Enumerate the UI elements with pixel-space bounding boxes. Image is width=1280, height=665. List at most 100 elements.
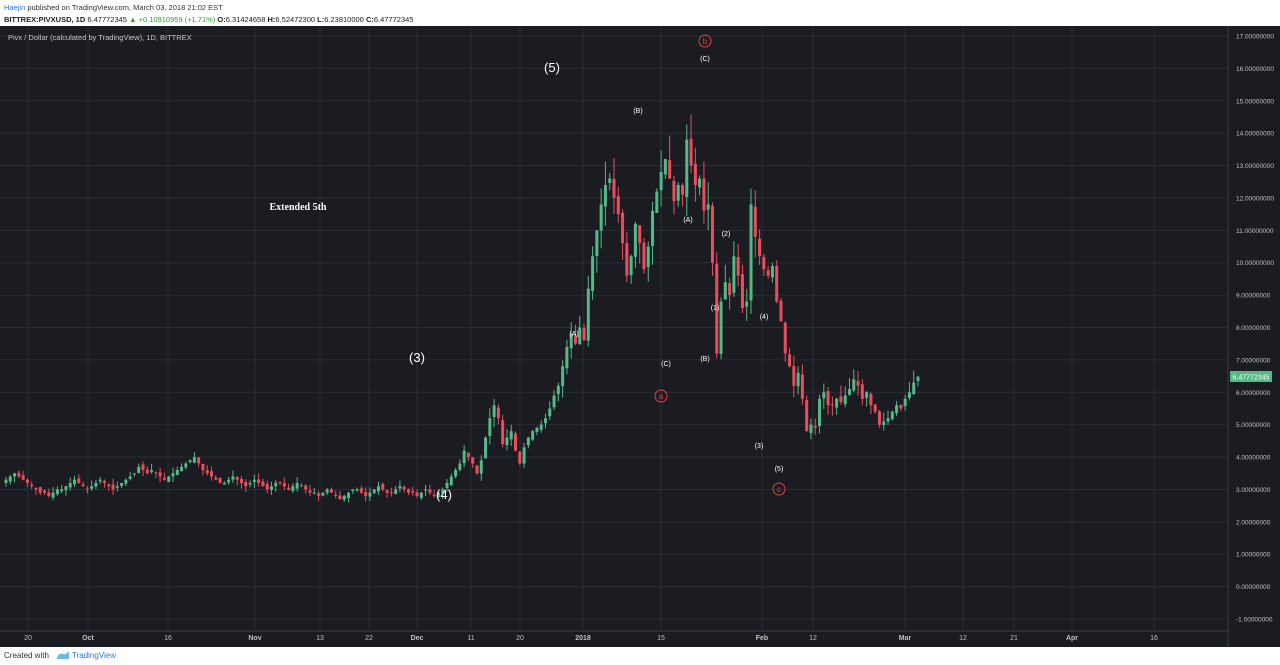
symbol-label: BITTREX:PIVXUSD, 1D [4, 15, 86, 24]
candle-body [394, 489, 398, 494]
candle-body [561, 366, 565, 387]
candle-body [839, 396, 843, 402]
candle-body [796, 372, 800, 387]
candle-body [826, 391, 830, 406]
price-tick-label: 11.00000000 [1236, 228, 1274, 235]
price-chart[interactable]: 17.00000000 16.00000000 15.00000000 14.0000… [0, 26, 1280, 647]
candle-body [728, 283, 732, 296]
candle-body [899, 404, 903, 409]
time-tick-label: 22 [365, 635, 373, 642]
candle-body [800, 374, 804, 399]
candle-body [689, 138, 693, 166]
grid-lines [0, 26, 1228, 631]
open-label: O: [217, 15, 226, 24]
candle-body [599, 204, 603, 231]
candle-body [180, 466, 184, 472]
candle-body [458, 463, 462, 470]
candle-body [642, 242, 646, 270]
wave-label: (1) [711, 305, 720, 312]
publish-info: Haejin published on TradingView.com, Mar… [4, 2, 223, 14]
candle-body [265, 483, 269, 490]
candle-body [295, 482, 299, 489]
author-link[interactable]: Haejin [4, 3, 26, 12]
candle-body [107, 484, 111, 487]
high-value: 6.52472300 [275, 15, 316, 24]
time-tick-label: 2018 [575, 635, 591, 642]
price-tick-label: 4.00000000 [1236, 455, 1271, 462]
open-value: 6.31424658 [225, 15, 266, 24]
candle-body [505, 437, 509, 446]
candle-body [788, 354, 792, 367]
candle-body [591, 256, 595, 291]
wave-label: (C) [700, 56, 710, 63]
candle-body [629, 256, 633, 276]
candle-body [51, 492, 55, 498]
candle-body [47, 492, 51, 496]
candle-body [663, 159, 667, 175]
candle-body [90, 486, 94, 489]
candle-body [4, 479, 8, 483]
candle-body [715, 263, 719, 354]
time-tick-label: 13 [316, 635, 324, 642]
candle-body [886, 418, 890, 422]
candle-body [466, 452, 470, 458]
candle-body [278, 481, 282, 483]
chart-pane[interactable]: 17.00000000 16.00000000 15.00000000 14.0000… [0, 26, 1280, 647]
price-tick-label: 10.00000000 [1236, 260, 1274, 267]
candle-body [758, 238, 762, 257]
candle-body [239, 478, 243, 483]
candle-body [681, 185, 685, 195]
candle-body [496, 407, 500, 419]
price-tick-label: 2.00000000 [1236, 519, 1271, 526]
candle-body [398, 486, 402, 489]
low-value: 6.23810000 [324, 15, 364, 24]
wave-label: Extended 5th [270, 202, 327, 213]
price-axis[interactable]: 17.00000000 16.00000000 15.00000000 14.0000… [1236, 34, 1274, 624]
candle-body [625, 242, 629, 276]
candle-body [355, 489, 359, 491]
time-tick-label: 21 [1010, 635, 1018, 642]
candle-body [676, 184, 680, 201]
candle-body [30, 484, 34, 487]
candle-body [475, 465, 479, 474]
candle-body [616, 196, 620, 215]
candle-body [8, 476, 12, 482]
time-tick-label: Dec [411, 635, 424, 642]
candle-body [698, 178, 702, 188]
candle-body [34, 487, 38, 490]
candle-body [693, 163, 697, 185]
candle-body [368, 492, 372, 497]
candle-body [244, 482, 248, 487]
candle-body [381, 483, 385, 490]
candle-body [137, 466, 141, 473]
candle-body [132, 473, 136, 475]
candle-body [805, 399, 809, 432]
time-tick-label: Feb [756, 635, 768, 642]
tradingview-brand[interactable]: TradingView [72, 651, 117, 660]
candle-body [428, 489, 432, 493]
time-tick-label: 20 [516, 635, 524, 642]
candle-body [710, 205, 714, 263]
candle-body [13, 473, 17, 477]
candle-body [406, 489, 410, 493]
candle-body [556, 385, 560, 395]
time-tick-label: 12 [959, 635, 967, 642]
candle-body [830, 404, 834, 406]
time-axis[interactable]: 20 Oct 16 Nov 13 22 Dec 11 20 2018 15 Feb 12 Mar 12 21 A… [24, 635, 1158, 642]
candle-body [269, 486, 273, 490]
candle-body [621, 212, 625, 244]
candle-body [633, 223, 637, 257]
candle-body [68, 482, 72, 488]
candle-body [770, 265, 774, 278]
candle-body [578, 327, 582, 344]
candle-body [188, 460, 192, 463]
candle-body [81, 484, 85, 487]
candle-body [548, 408, 552, 417]
candle-body [102, 480, 106, 483]
candle-body [359, 488, 363, 493]
candle-body [60, 489, 64, 492]
svg-text:b: b [703, 37, 708, 46]
candle-body [916, 376, 920, 381]
time-tick-label: Apr [1066, 635, 1078, 642]
wave-label: (A) [683, 217, 692, 224]
